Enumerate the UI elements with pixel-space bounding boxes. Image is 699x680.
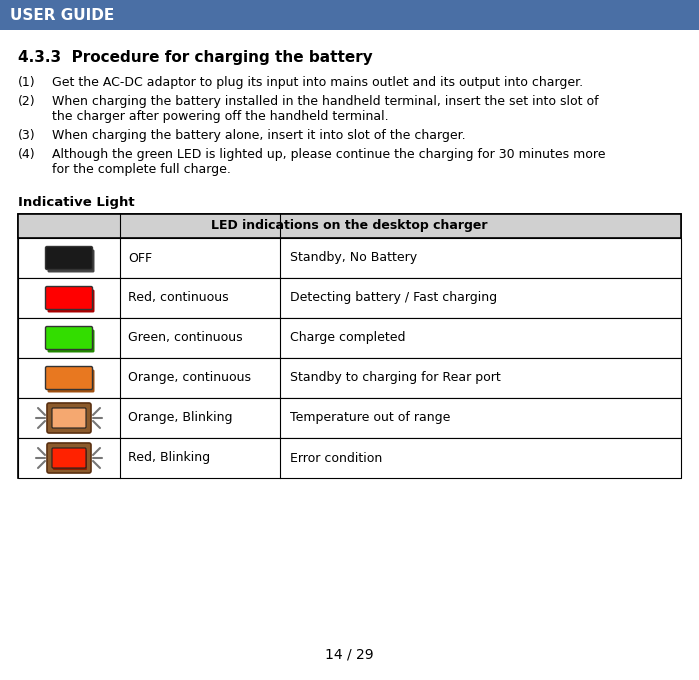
Text: Indicative Light: Indicative Light [18, 196, 135, 209]
FancyBboxPatch shape [53, 450, 87, 470]
FancyBboxPatch shape [47, 403, 91, 433]
Text: Error condition: Error condition [290, 452, 382, 464]
Text: Detecting battery / Fast charging: Detecting battery / Fast charging [290, 292, 497, 305]
FancyBboxPatch shape [52, 448, 86, 468]
FancyBboxPatch shape [52, 408, 86, 428]
FancyBboxPatch shape [45, 247, 92, 269]
FancyBboxPatch shape [47, 443, 91, 473]
Text: Standby, No Battery: Standby, No Battery [290, 252, 417, 265]
FancyBboxPatch shape [45, 286, 92, 309]
Text: Get the AC-DC adaptor to plug its input into mains outlet and its output into ch: Get the AC-DC adaptor to plug its input … [52, 76, 583, 89]
Text: Charge completed: Charge completed [290, 332, 405, 345]
Text: Green, continuous: Green, continuous [128, 332, 243, 345]
FancyBboxPatch shape [53, 410, 87, 430]
Text: USER GUIDE: USER GUIDE [10, 7, 114, 22]
Bar [18, 278, 681, 318]
Bar [18, 214, 681, 238]
Bar [0, 0, 699, 30]
Text: for the complete full charge.: for the complete full charge. [52, 163, 231, 176]
Text: (1): (1) [18, 76, 36, 89]
Text: 14 / 29: 14 / 29 [325, 648, 374, 662]
FancyBboxPatch shape [48, 250, 94, 273]
FancyBboxPatch shape [45, 326, 92, 350]
FancyBboxPatch shape [45, 367, 92, 390]
Text: (4): (4) [18, 148, 36, 161]
Text: Orange, continuous: Orange, continuous [128, 371, 251, 384]
FancyBboxPatch shape [48, 330, 94, 352]
Text: (2): (2) [18, 95, 36, 108]
Text: Orange, Blinking: Orange, Blinking [128, 411, 233, 424]
Bar [18, 318, 681, 358]
Text: (3): (3) [18, 129, 36, 142]
Text: OFF: OFF [128, 252, 152, 265]
Bar [18, 358, 681, 398]
Text: LED indications on the desktop charger: LED indications on the desktop charger [211, 220, 488, 233]
FancyBboxPatch shape [48, 290, 94, 313]
Text: Standby to charging for Rear port: Standby to charging for Rear port [290, 371, 500, 384]
Bar [18, 438, 681, 478]
Bar [18, 214, 681, 478]
Text: Red, continuous: Red, continuous [128, 292, 229, 305]
FancyBboxPatch shape [48, 369, 94, 392]
Bar [18, 398, 681, 438]
Text: When charging the battery installed in the handheld terminal, insert the set int: When charging the battery installed in t… [52, 95, 598, 108]
Bar [18, 238, 681, 278]
Text: Red, Blinking: Red, Blinking [128, 452, 210, 464]
Text: Although the green LED is lighted up, please continue the charging for 30 minute: Although the green LED is lighted up, pl… [52, 148, 605, 161]
Text: 4.3.3  Procedure for charging the battery: 4.3.3 Procedure for charging the battery [18, 50, 373, 65]
Text: Temperature out of range: Temperature out of range [290, 411, 450, 424]
Text: the charger after powering off the handheld terminal.: the charger after powering off the handh… [52, 110, 389, 123]
Text: When charging the battery alone, insert it into slot of the charger.: When charging the battery alone, insert … [52, 129, 466, 142]
